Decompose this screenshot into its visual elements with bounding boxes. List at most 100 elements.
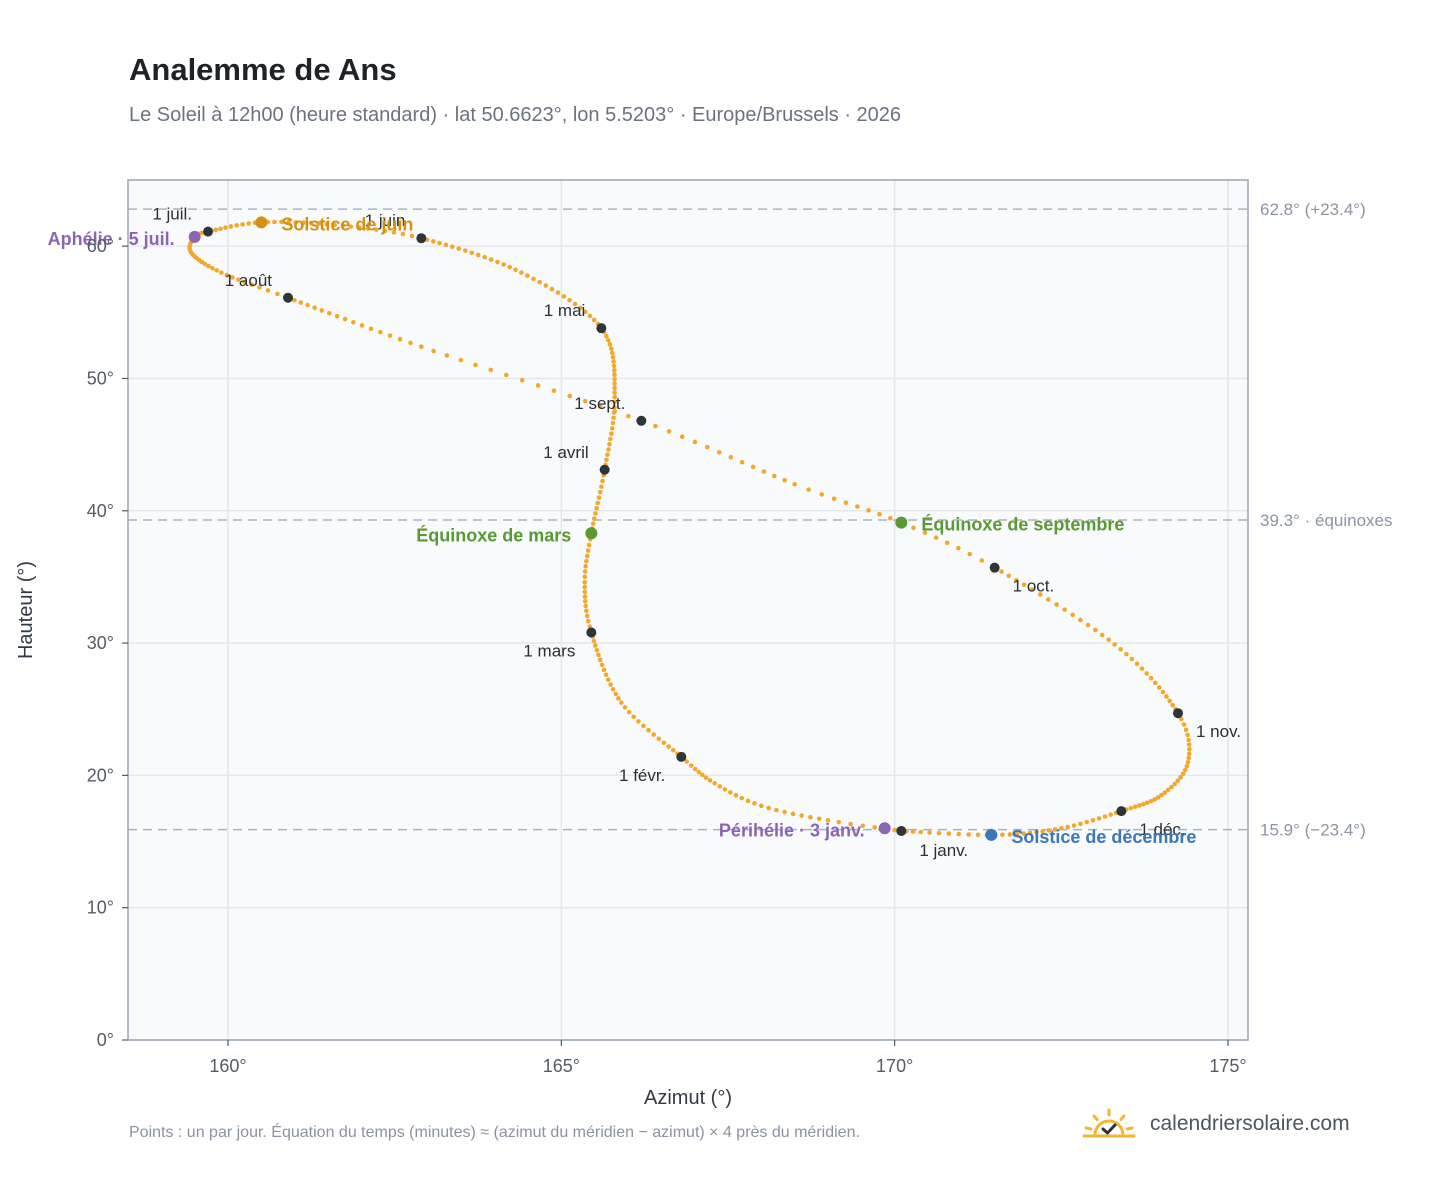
daily-sun-point xyxy=(214,268,219,273)
daily-sun-point xyxy=(888,515,893,521)
daily-sun-point xyxy=(572,301,578,307)
x-axis-label: Azimut (°) xyxy=(644,1087,732,1109)
daily-sun-point xyxy=(1172,781,1178,787)
daily-sun-point xyxy=(975,832,981,838)
event-marker xyxy=(878,822,891,835)
daily-sun-point xyxy=(265,288,271,293)
daily-sun-point xyxy=(1078,617,1083,623)
daily-sun-point xyxy=(653,423,658,429)
daily-sun-point xyxy=(605,452,610,458)
month-marker xyxy=(636,415,647,426)
y-tick-label: 40° xyxy=(87,501,114,521)
daily-sun-point xyxy=(612,385,617,391)
daily-sun-point xyxy=(609,350,615,356)
daily-sun-point xyxy=(359,323,365,328)
daily-sun-point xyxy=(397,336,403,342)
daily-sun-point xyxy=(519,270,524,275)
daily-sun-point xyxy=(599,484,604,489)
month-label: 1 juil. xyxy=(152,205,192,224)
daily-sun-point xyxy=(586,542,592,548)
daily-sun-point xyxy=(482,254,488,260)
daily-sun-point xyxy=(312,305,317,311)
daily-sun-point xyxy=(597,403,603,409)
daily-sun-point xyxy=(249,282,255,287)
daily-sun-point xyxy=(1132,804,1138,810)
daily-sun-point xyxy=(1178,775,1183,780)
daily-sun-point xyxy=(431,348,436,354)
daily-sun-point xyxy=(1186,751,1192,756)
daily-sun-point xyxy=(456,246,462,251)
daily-sun-point xyxy=(1148,798,1154,804)
daily-sun-point xyxy=(1185,759,1191,765)
daily-sun-point xyxy=(728,454,734,460)
daily-sun-point xyxy=(790,811,796,817)
month-label: 1 juin xyxy=(365,211,406,230)
daily-sun-point xyxy=(582,398,588,404)
footnote: Points : un par jour. Équation du temps … xyxy=(129,1124,860,1141)
plot-frame xyxy=(127,179,1249,1041)
daily-sun-point xyxy=(228,224,234,229)
daily-sun-point xyxy=(739,795,745,801)
event-marker xyxy=(585,527,598,540)
daily-sun-point xyxy=(535,383,541,388)
daily-sun-point xyxy=(578,305,583,311)
daily-sun-point xyxy=(728,790,733,795)
daily-sun-point xyxy=(1175,778,1181,784)
daily-sun-point xyxy=(966,832,971,837)
event-label: Équinoxe de septembre xyxy=(921,514,1124,535)
daily-sun-point xyxy=(739,459,745,465)
daily-sun-point xyxy=(279,219,284,225)
daily-sun-point xyxy=(1139,666,1145,671)
event-marker xyxy=(895,516,908,529)
daily-sun-point xyxy=(877,511,882,517)
brand[interactable]: calendriersolaire.com xyxy=(1082,1104,1350,1144)
daily-sun-point xyxy=(206,263,211,269)
daily-sun-point xyxy=(594,647,600,653)
daily-sun-point xyxy=(230,275,235,280)
daily-sun-point xyxy=(666,429,672,434)
daily-sun-point xyxy=(1078,821,1083,827)
daily-sun-point xyxy=(1112,642,1117,647)
daily-sun-point xyxy=(605,677,611,682)
daily-sun-point xyxy=(946,831,952,836)
daily-sun-point xyxy=(348,224,354,229)
daily-sun-point xyxy=(612,394,617,400)
event-marker xyxy=(255,216,268,229)
daily-sun-point xyxy=(582,589,588,595)
daily-sun-point xyxy=(308,220,314,226)
daily-sun-point xyxy=(613,691,618,697)
daily-sun-point xyxy=(582,569,588,574)
daily-sun-point xyxy=(792,482,797,487)
daily-sun-point xyxy=(636,719,641,724)
daily-sun-point xyxy=(752,801,757,806)
chart-title: Analemme de Ans xyxy=(129,52,397,87)
daily-sun-point xyxy=(555,290,561,295)
daily-sun-point xyxy=(458,357,464,363)
daily-sun-point xyxy=(387,333,393,338)
daily-sun-point xyxy=(910,829,916,834)
daily-sun-point xyxy=(340,223,346,229)
daily-sun-point xyxy=(301,220,306,225)
daily-sun-point xyxy=(1186,742,1192,747)
daily-sun-point xyxy=(1014,577,1019,583)
daily-sun-point xyxy=(612,368,617,373)
daily-sun-point xyxy=(936,830,942,836)
sun-check-icon xyxy=(1082,1108,1136,1138)
month-marker xyxy=(283,292,293,303)
event-markers: Solstice de juin Aphélie · 5 juil. Équinox… xyxy=(48,214,1197,847)
daily-sun-point xyxy=(872,825,877,830)
daily-sun-point xyxy=(619,700,624,705)
daily-sun-point xyxy=(324,221,330,227)
month-label: 1 sept. xyxy=(574,394,625,413)
daily-sun-point xyxy=(223,225,228,230)
daily-sun-point xyxy=(567,297,572,303)
daily-sun-point xyxy=(661,740,667,746)
daily-sun-point xyxy=(583,309,588,315)
daily-sun-point xyxy=(596,495,602,500)
daily-sun-point xyxy=(782,809,787,815)
daily-sun-point xyxy=(1144,671,1149,676)
daily-sun-point xyxy=(1092,627,1098,633)
daily-sun-point xyxy=(1102,814,1108,819)
daily-sun-point xyxy=(955,545,961,551)
month-label: 1 mars xyxy=(523,641,575,660)
